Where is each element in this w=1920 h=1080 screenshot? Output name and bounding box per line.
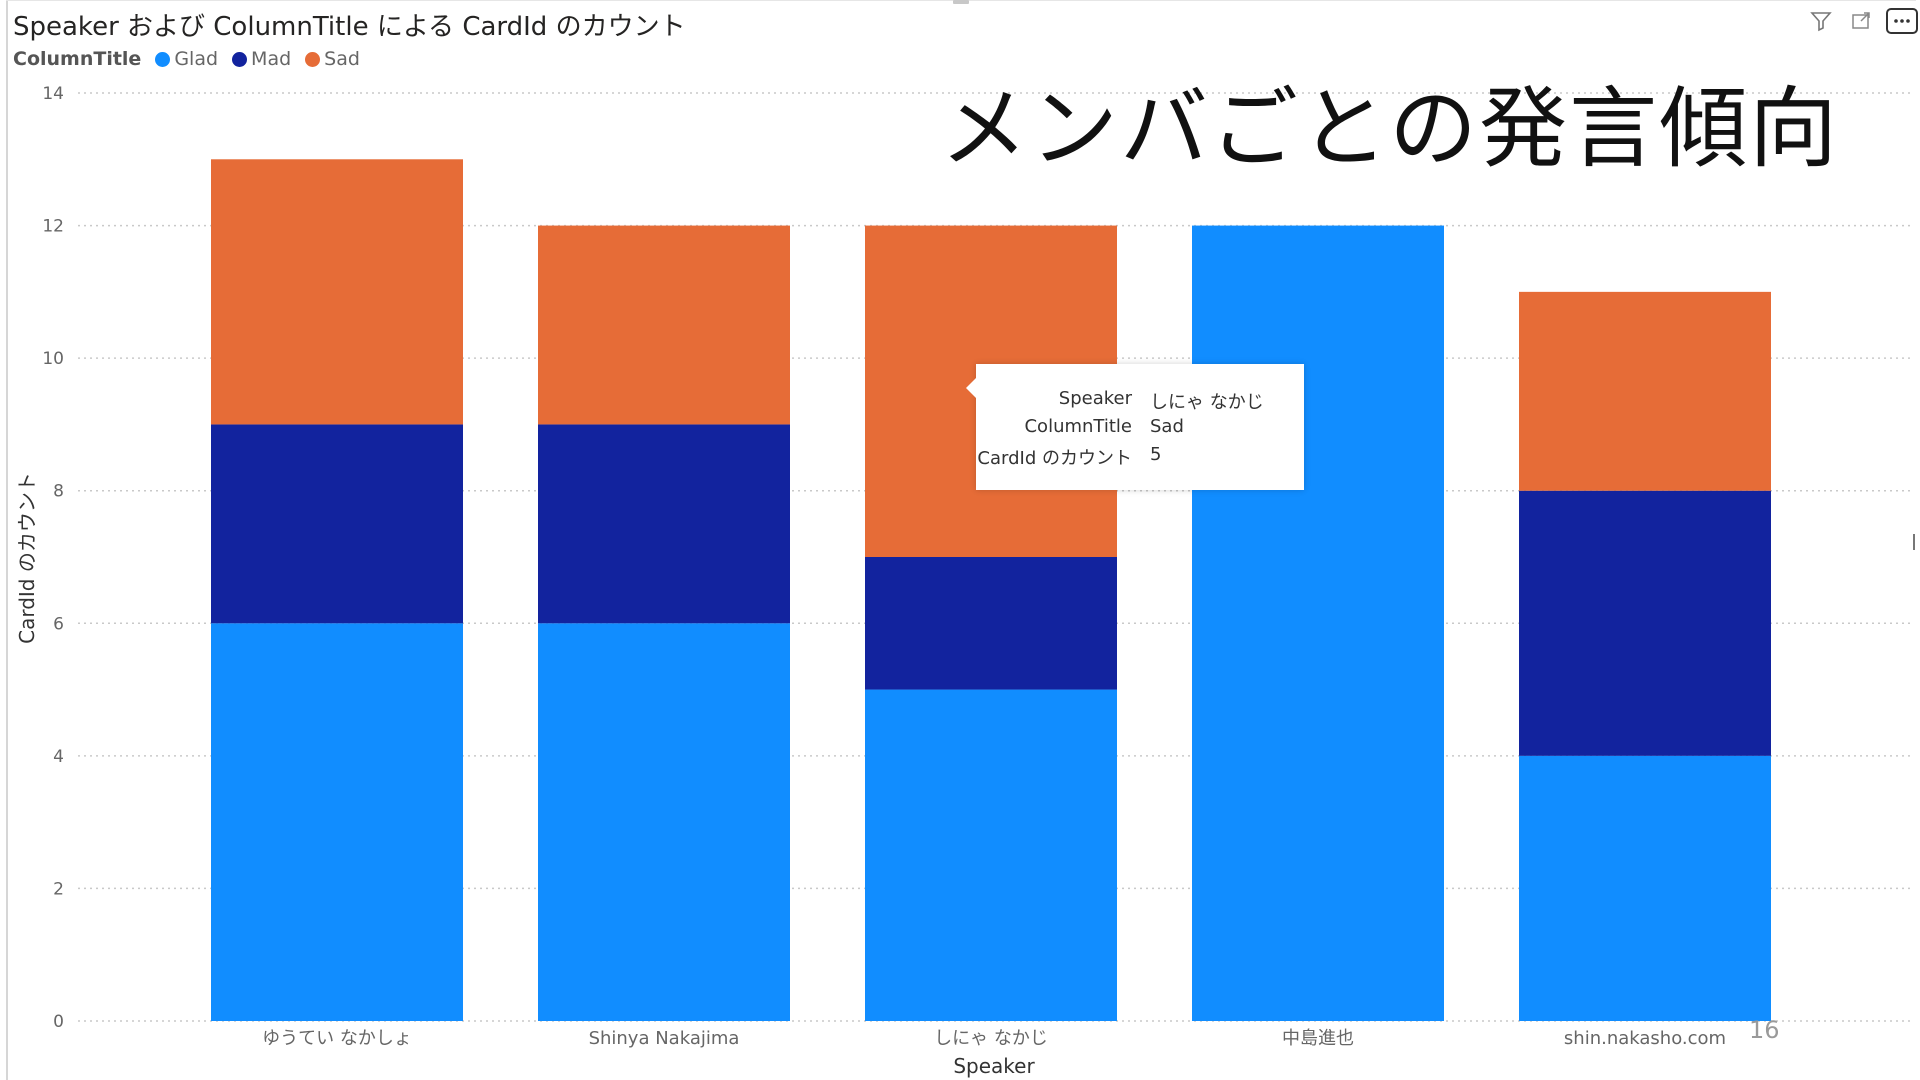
- tooltip-value: Sad: [1150, 416, 1184, 437]
- y-tick-label: 10: [42, 349, 64, 369]
- tooltip-key: ColumnTitle: [1024, 416, 1132, 437]
- legend-item-mad[interactable]: Mad: [232, 48, 291, 70]
- tooltip-key: Speaker: [1058, 388, 1132, 409]
- legend-dot-mad: [232, 51, 248, 67]
- bar-sad-1[interactable]: [538, 225, 790, 425]
- legend-item-glad[interactable]: Glad: [155, 48, 218, 70]
- y-tick-label: 0: [53, 1012, 64, 1032]
- bar-mad-1[interactable]: [538, 424, 790, 624]
- x-tick-label: shin.nakasho.com: [1564, 1028, 1726, 1049]
- x-tick-label: Shinya Nakajima: [589, 1028, 740, 1049]
- bar-sad-4[interactable]: [1519, 291, 1771, 491]
- tooltip-value: しにゃ なかじ: [1150, 392, 1264, 413]
- legend-dot-glad: [155, 51, 171, 67]
- y-axis-ticks: 0 2 4 6 8 10 12 14: [42, 84, 64, 1032]
- tooltip-row-count: CardId のカウント 5: [976, 444, 1304, 470]
- x-axis-labels: ゆうてい なかしょ Shinya Nakajima しにゃ なかじ 中島進也 shin.…: [262, 1028, 1726, 1049]
- bar-glad-2[interactable]: [865, 689, 1117, 1021]
- chart-title: Speaker および ColumnTitle による CardId のカウント: [13, 12, 686, 42]
- more-options-icon[interactable]: [1886, 8, 1918, 34]
- y-axis-title: CardId のカウント: [15, 472, 39, 644]
- y-tick-label: 8: [53, 482, 64, 502]
- y-tick-label: 12: [42, 217, 64, 237]
- y-tick-label: 14: [42, 84, 64, 104]
- bar-glad-3[interactable]: [1192, 225, 1444, 1022]
- tooltip-row-speaker: Speaker しにゃ なかじ: [976, 388, 1304, 414]
- x-tick-label: しにゃ なかじ: [934, 1028, 1048, 1049]
- y-tick-label: 2: [53, 879, 64, 899]
- bar-mad-0[interactable]: [211, 424, 463, 624]
- bar-glad-1[interactable]: [538, 623, 790, 1021]
- visual-header-toolbar: [1806, 6, 1918, 36]
- x-tick-label: ゆうてい なかしょ: [262, 1028, 412, 1049]
- visual-border: [6, 0, 8, 1080]
- tooltip-row-columntitle: ColumnTitle Sad: [976, 416, 1304, 437]
- bar-sad-0[interactable]: [211, 159, 463, 425]
- slide-number: 16: [1749, 1016, 1780, 1044]
- bar-glad-4[interactable]: [1519, 755, 1771, 1021]
- y-tick-label: 4: [53, 747, 64, 767]
- legend: ColumnTitle Glad Mad Sad: [13, 48, 374, 70]
- legend-label-mad: Mad: [251, 48, 292, 70]
- bar-mad-4[interactable]: [1519, 490, 1771, 756]
- focus-mode-icon[interactable]: [1846, 6, 1876, 36]
- y-tick-label: 6: [53, 614, 64, 634]
- visual-drag-handle[interactable]: [953, 0, 969, 4]
- resize-handle-right[interactable]: [1913, 534, 1915, 550]
- legend-title: ColumnTitle: [13, 48, 142, 70]
- x-axis-title: Speaker: [953, 1054, 1035, 1078]
- tooltip: Speaker しにゃ なかじ ColumnTitle Sad CardId の…: [966, 364, 1304, 490]
- legend-dot-sad: [305, 51, 321, 67]
- bars: [211, 159, 1771, 1022]
- legend-label-sad: Sad: [324, 48, 360, 70]
- tooltip-key: CardId のカウント: [977, 448, 1132, 469]
- slide-heading: メンバごとの発言傾向: [940, 77, 1840, 180]
- tooltip-value: 5: [1150, 444, 1162, 465]
- bar-glad-0[interactable]: [211, 623, 463, 1021]
- filter-icon[interactable]: [1806, 6, 1836, 36]
- legend-label-glad: Glad: [174, 48, 219, 70]
- legend-item-sad[interactable]: Sad: [305, 48, 360, 70]
- bar-mad-2[interactable]: [865, 557, 1117, 690]
- x-tick-label: 中島進也: [1282, 1028, 1354, 1049]
